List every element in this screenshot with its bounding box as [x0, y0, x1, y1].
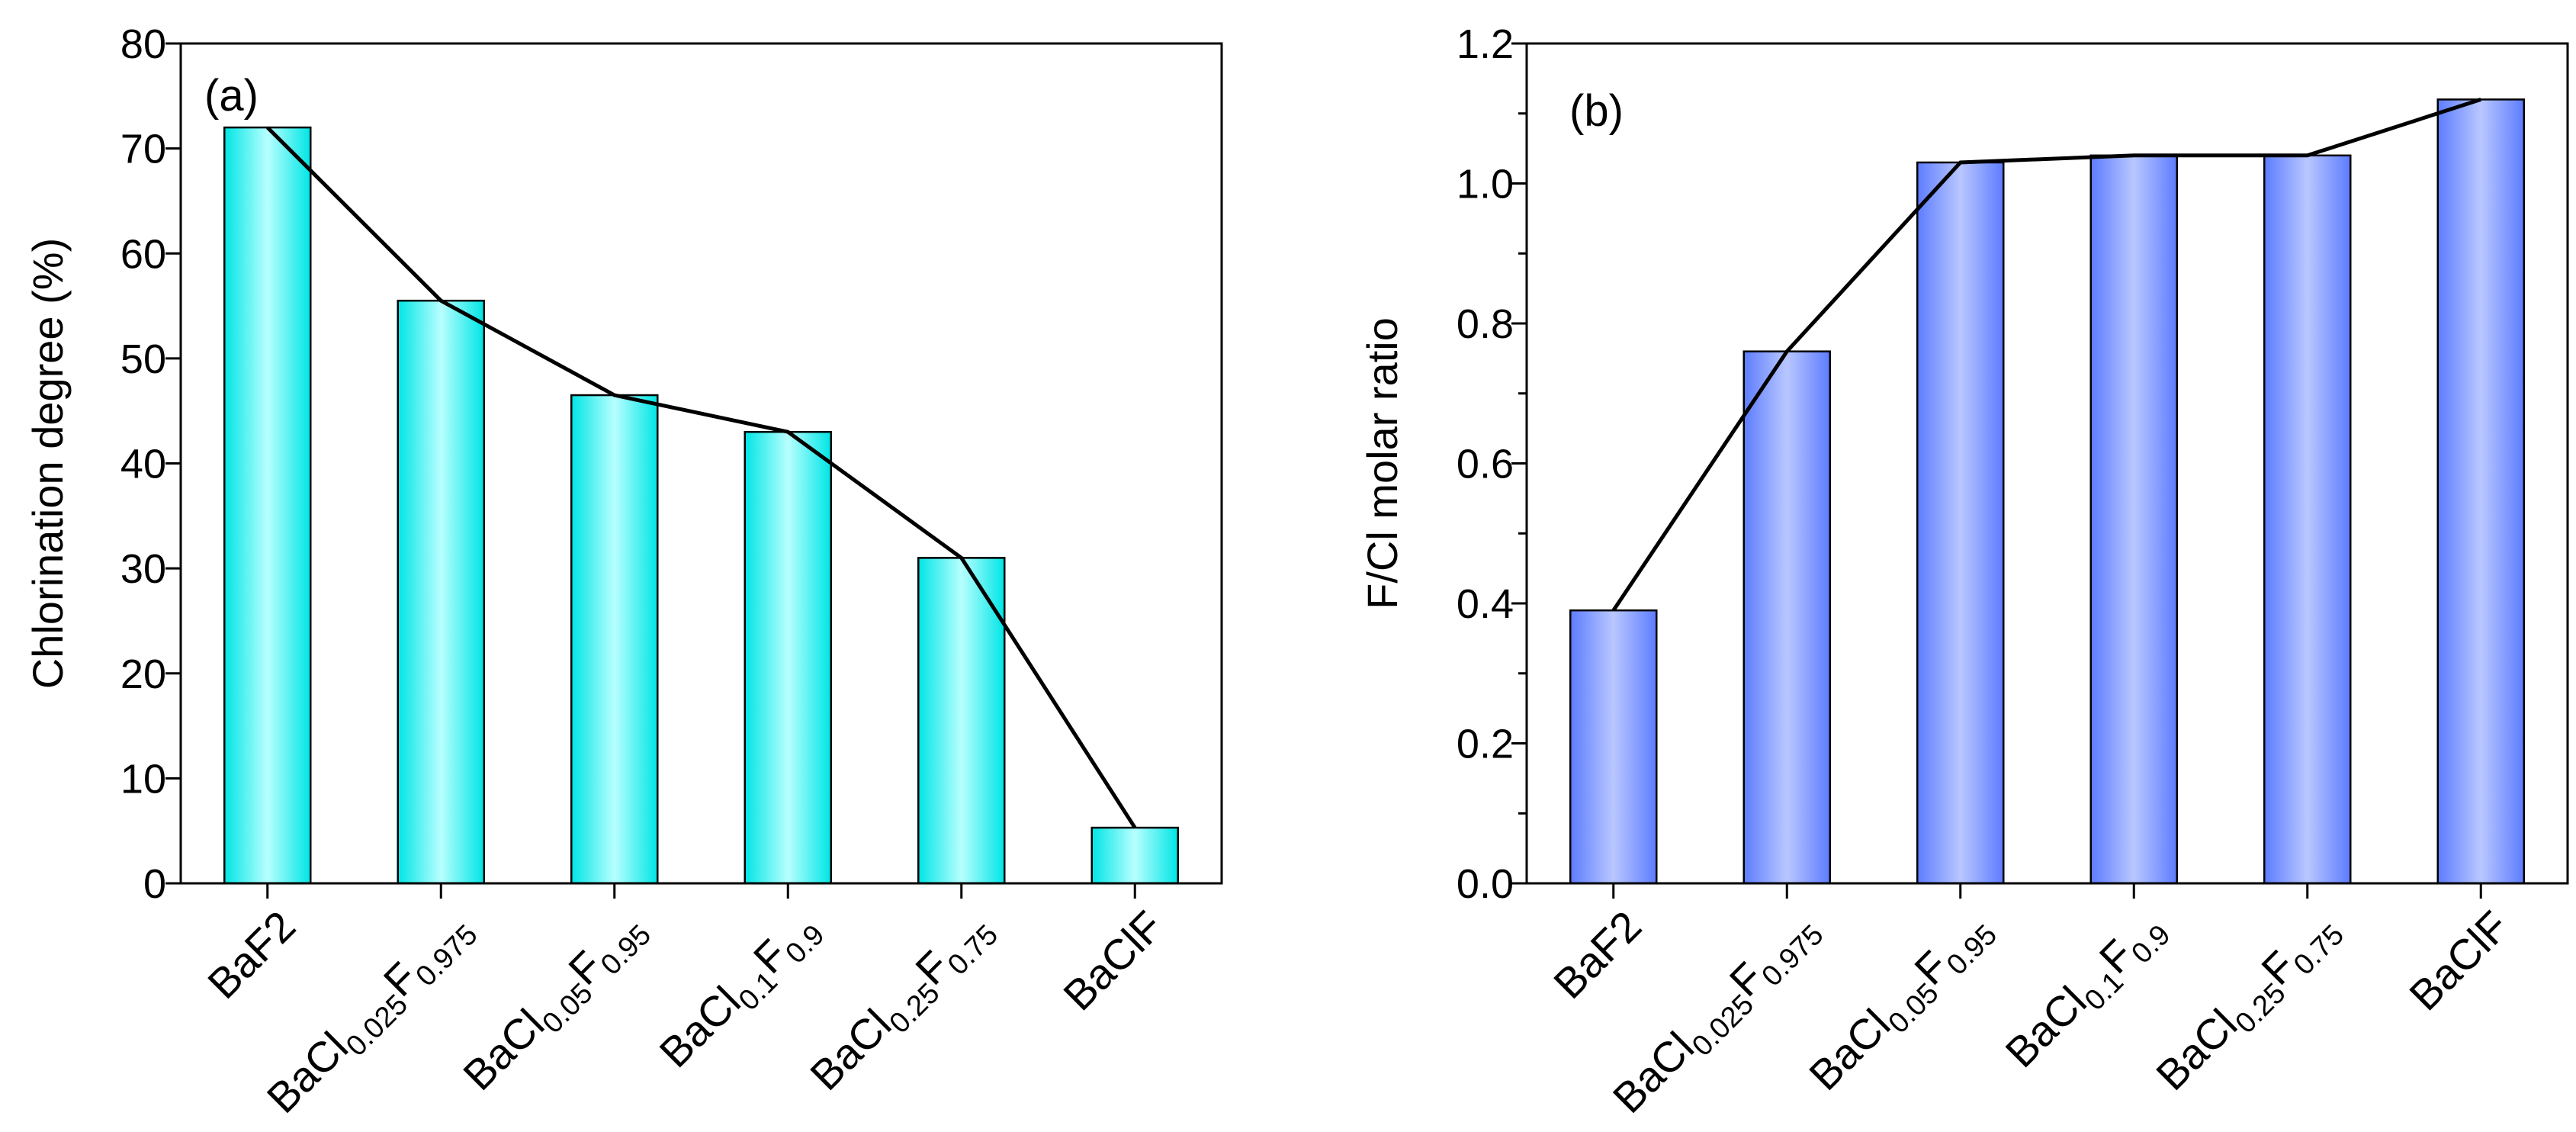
y-axis-title: Chlorination degree (%) [24, 238, 72, 689]
y-tick-label: 50 [120, 336, 166, 382]
bar-4 [2263, 154, 2352, 885]
y-tick-label: 0.2 [1457, 722, 1514, 767]
category-label: BaCl0.25F0.75 [801, 902, 1004, 1105]
series-line [265, 126, 1137, 829]
y-tick-label: 30 [120, 546, 166, 592]
chart-panel-b: 0.0 0.2 0.4 0.6 0.8 1.0 1.2 F/Cl molar ratio (b)… [1358, 21, 2569, 1122]
y-tick-label: 70 [120, 127, 166, 172]
y-axis-title: F/Cl molar ratio [1358, 317, 1406, 609]
y-tick-label: 80 [120, 21, 166, 67]
panel-label: (b) [1569, 86, 1624, 136]
bar-5 [1090, 826, 1179, 885]
y-tick-label: 1.2 [1457, 21, 1514, 67]
category-label: BaClF [2400, 902, 2518, 1020]
bar-1 [397, 299, 485, 885]
y-tick-label: 0.4 [1457, 581, 1514, 627]
y-tick-label: 10 [120, 756, 166, 802]
category-label: BaF2 [1544, 902, 1650, 1008]
bar-5 [2436, 98, 2525, 885]
plot-frame [1525, 42, 2569, 885]
panel-label: (a) [204, 71, 259, 121]
category-label: BaClF [1054, 902, 1172, 1020]
bar-0 [223, 126, 312, 885]
plot-frame [179, 42, 1223, 885]
bar-3 [2089, 154, 2178, 885]
category-label: BaCl0.25F0.75 [2147, 902, 2350, 1105]
y-tick-label: 1.0 [1457, 162, 1514, 207]
y-tick-label: 60 [120, 231, 166, 277]
category-label: BaCl0.05F0.95 [454, 902, 657, 1105]
bar-3 [744, 430, 832, 885]
category-label: BaCl0.05F0.95 [1800, 902, 2003, 1105]
category-label: BaF2 [198, 902, 304, 1008]
bar-1 [1742, 350, 1831, 885]
category-label: BaCl0.1F0.9 [650, 902, 830, 1082]
y-tick-label: 0 [143, 861, 166, 907]
y-tick-label: 0.0 [1457, 861, 1514, 907]
chart-panel-a: 0 10 20 30 40 50 60 70 80 Chlorination degree (%)… [24, 21, 1223, 1122]
y-tick-label: 20 [120, 651, 166, 697]
category-label: BaCl0.1F0.9 [1996, 902, 2176, 1082]
bar-0 [1569, 609, 1658, 885]
y-tick-label: 40 [120, 442, 166, 487]
bar-2 [570, 394, 659, 885]
y-tick-label: 0.8 [1457, 301, 1514, 347]
bar-2 [1916, 161, 2005, 885]
bar-4 [917, 557, 1006, 885]
series-line [1611, 98, 2482, 612]
y-tick-label: 0.6 [1457, 442, 1514, 487]
